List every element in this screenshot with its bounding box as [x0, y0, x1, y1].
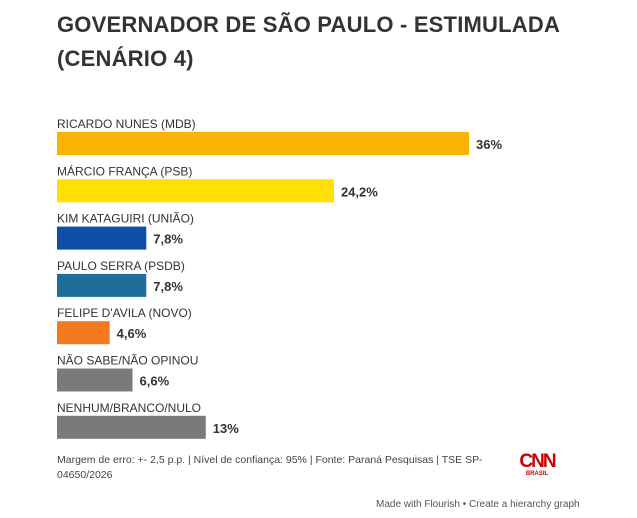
- category-label: FELIPE D'AVILA (NOVO): [57, 306, 192, 320]
- value-label: 36%: [476, 137, 502, 152]
- value-label: 24,2%: [341, 184, 378, 199]
- cnn-brasil-logo: CNN BRASIL: [519, 451, 556, 477]
- bar: [57, 179, 334, 203]
- category-label: RICARDO NUNES (MDB): [57, 117, 196, 131]
- value-label: 7,8%: [153, 232, 183, 247]
- bar: [57, 321, 110, 345]
- value-label: 13%: [213, 421, 239, 436]
- bar: [57, 273, 147, 297]
- chart-title: GOVERNADOR DE SÃO PAULO - ESTIMULADA (CE…: [57, 12, 560, 71]
- bar: [57, 226, 147, 250]
- category-label: NENHUM/BRANCO/NULO: [57, 401, 201, 415]
- bar: [57, 415, 206, 439]
- value-label: 6,6%: [140, 374, 170, 389]
- flourish-credit-link[interactable]: Made with Flourish • Create a hierarchy …: [376, 499, 580, 510]
- footnote: Margem de erro: +- 2,5 p.p. | Nível de c…: [57, 454, 483, 481]
- bar: [57, 368, 133, 392]
- category-label: NÃO SABE/NÃO OPINOU: [57, 354, 198, 368]
- category-label: KIM KATAGUIRI (UNIÃO): [57, 212, 194, 226]
- value-label: 7,8%: [153, 279, 183, 294]
- category-label: PAULO SERRA (PSDB): [57, 259, 185, 273]
- value-label: 4,6%: [117, 326, 147, 341]
- bar: [57, 132, 469, 155]
- category-label: MÁRCIO FRANÇA (PSB): [57, 163, 192, 178]
